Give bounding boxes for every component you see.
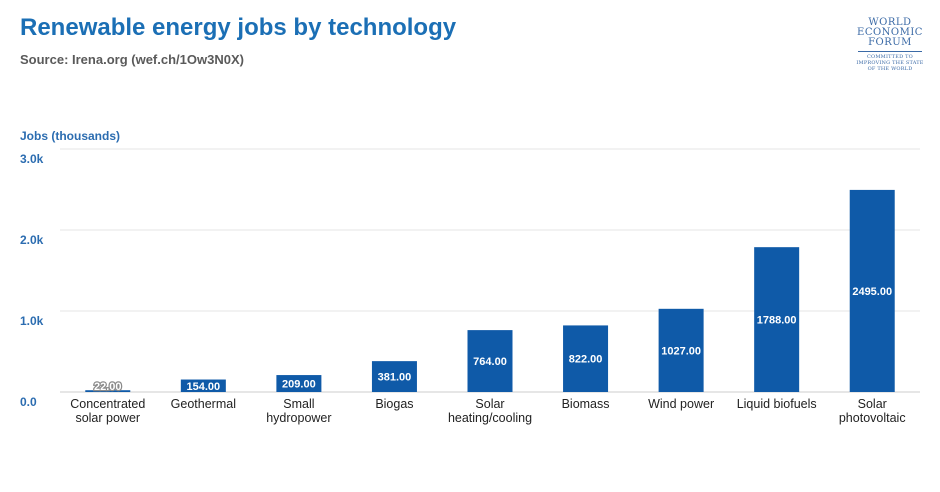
bar (85, 390, 131, 392)
x-tick-label: Biogas (375, 397, 413, 411)
bar-value-label: 822.00 (569, 354, 603, 366)
x-tick-label-line: Concentrated (70, 397, 145, 411)
x-tick-label: Biomass (562, 397, 610, 411)
x-tick-label-line: solar power (75, 411, 140, 425)
bar-value-label: 209.00 (282, 379, 316, 391)
bar-value-label: 154.00 (187, 381, 221, 393)
bar-value-label: 2495.00 (852, 286, 892, 298)
logo-line-2: ECONOMIC (857, 27, 923, 38)
x-tick-label-line: photovoltaic (839, 411, 906, 425)
logo-line-3: FORUM (868, 37, 912, 48)
x-tick-label: Geothermal (171, 397, 236, 411)
bar-value-label: 1027.00 (661, 345, 701, 357)
logo-tagline-1: COMMITTED TO (867, 54, 913, 60)
world-economic-forum-logo: WORLD ECONOMIC FORUM COMMITTED TO IMPROV… (850, 17, 930, 73)
chart-source: Source: Irena.org (wef.ch/1Ow3N0X) (20, 52, 244, 67)
y-tick-label: 1.0k (20, 314, 44, 328)
chart-title: Renewable energy jobs by technology (20, 14, 457, 41)
x-tick-label: Wind power (648, 397, 714, 411)
y-tick-label: 0.0 (20, 395, 37, 409)
bar-value-label: 764.00 (473, 356, 507, 368)
bars (85, 189, 895, 392)
x-tick-label-line: Liquid biofuels (737, 397, 817, 411)
x-tick-label: Liquid biofuels (737, 397, 817, 411)
bar (849, 189, 895, 392)
bar-value-label: 381.00 (378, 372, 412, 384)
bar (371, 361, 417, 392)
bar (563, 325, 609, 392)
x-tick-label-line: Wind power (648, 397, 714, 411)
bar (754, 247, 800, 392)
x-tick-label: Solar heating/cooling (448, 397, 532, 425)
bar-value-label: 22.00 (94, 381, 122, 393)
x-tick-label: Solar photovoltaic (839, 397, 906, 425)
y-tick-label: 2.0k (20, 233, 44, 247)
bar (658, 308, 704, 392)
x-tick-label-line: Biogas (375, 397, 413, 411)
logo-rule (858, 51, 922, 52)
value-labels: 22.00 154.00 209.00 381.00 764.00 822.00 1027.… (93, 286, 892, 394)
bar (467, 330, 513, 392)
bar (180, 379, 226, 392)
x-tick-label-line: hydropower (266, 411, 331, 425)
y-tick-label: 3.0k (20, 152, 44, 166)
logo-tagline-2: IMPROVING THE STATE (856, 60, 924, 66)
bar (276, 375, 322, 392)
y-axis-labels: 0.0 1.0k 2.0k 3.0k (20, 152, 44, 409)
x-tick-label-line: Solar (858, 397, 887, 411)
x-tick-label-line: Geothermal (171, 397, 236, 411)
x-tick-label-line: Small (283, 397, 314, 411)
bar-value-label: 1788.00 (757, 315, 797, 327)
x-axis-labels: Concentrated solar power Geothermal Small hy… (70, 397, 905, 425)
logo-line-1: WORLD (868, 17, 912, 28)
x-tick-label-line: Biomass (562, 397, 610, 411)
x-tick-label: Concentrated solar power (70, 397, 145, 425)
y-axis-title: Jobs (thousands) (20, 129, 120, 143)
x-tick-label: Small hydropower (266, 397, 331, 425)
x-tick-label-line: heating/cooling (448, 411, 532, 425)
x-tick-label-line: Solar (475, 397, 504, 411)
logo-tagline-3: OF THE WORLD (867, 66, 913, 72)
